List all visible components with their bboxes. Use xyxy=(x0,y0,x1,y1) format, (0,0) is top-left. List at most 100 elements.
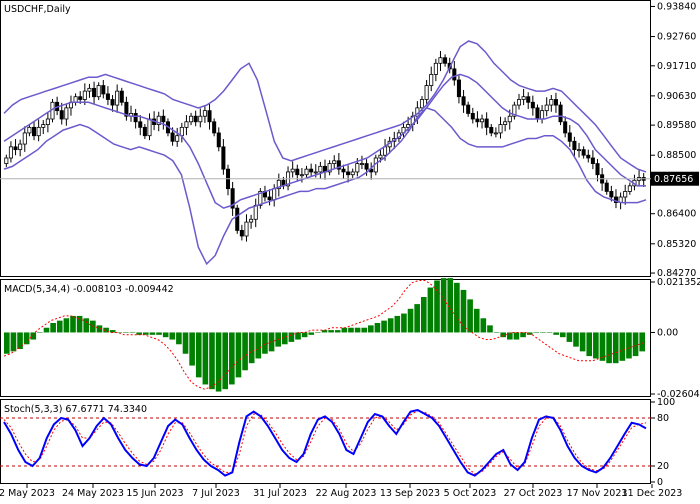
macd-bar xyxy=(242,332,248,371)
price-tick-label: 0.88500 xyxy=(657,150,696,161)
macd-bar xyxy=(17,332,23,350)
macd-bar xyxy=(23,332,30,345)
macd-bar xyxy=(37,332,43,333)
bear-candle xyxy=(586,154,591,159)
macd-bar xyxy=(586,332,593,357)
bull-candle xyxy=(244,221,249,237)
macd-bar xyxy=(394,315,401,333)
macd-bar xyxy=(374,323,381,333)
bear-candle xyxy=(346,171,351,176)
bull-candle xyxy=(433,62,438,75)
bull-candle xyxy=(115,90,120,106)
bollinger-lower-line xyxy=(3,107,647,266)
macd-bar xyxy=(301,332,308,338)
bull-candle xyxy=(36,126,41,137)
bull-candle xyxy=(41,124,46,128)
bear-candle xyxy=(526,96,531,103)
price-tick-label: 0.90630 xyxy=(657,91,696,102)
bull-candle xyxy=(22,132,27,145)
x-tick-label: 5 Oct 2023 xyxy=(444,488,497,499)
bull-candle xyxy=(253,204,258,220)
bear-candle xyxy=(530,101,535,109)
x-tick-label: 22 Aug 2023 xyxy=(316,488,377,499)
macd-bar xyxy=(440,278,447,333)
symbol-label: USDCHF,Daily xyxy=(4,4,71,15)
macd-bar xyxy=(156,332,162,335)
stoch-tick-label: 0 xyxy=(657,477,663,488)
stoch-tick-label: 80 xyxy=(657,413,669,424)
bear-candle xyxy=(105,93,110,100)
bull-candle xyxy=(45,118,50,125)
bull-candle xyxy=(503,121,508,125)
bear-candle xyxy=(475,118,480,123)
macd-layer xyxy=(3,278,647,392)
macd-bar xyxy=(361,327,368,333)
macd-bar xyxy=(215,332,222,392)
macd-bar xyxy=(149,332,156,335)
bull-candle xyxy=(202,110,207,117)
bear-candle xyxy=(119,90,124,103)
bear-candle xyxy=(466,104,471,114)
bear-candle xyxy=(110,99,115,106)
bear-candle xyxy=(221,146,226,170)
bear-candle xyxy=(235,207,240,231)
macd-bar xyxy=(487,325,493,333)
stoch-signal-line xyxy=(3,410,647,475)
macd-bar xyxy=(222,332,229,390)
bear-candle xyxy=(13,146,18,151)
price-layer xyxy=(0,40,651,266)
macd-bar xyxy=(387,318,394,333)
macd-bar xyxy=(308,332,315,335)
bear-candle xyxy=(212,121,217,134)
bear-candle xyxy=(336,160,341,170)
bull-candle xyxy=(4,157,9,164)
bull-candle xyxy=(507,115,512,123)
bear-candle xyxy=(443,57,448,64)
macd-bar xyxy=(414,304,420,333)
bear-candle xyxy=(193,115,198,123)
bull-candle xyxy=(290,168,295,173)
bull-candle xyxy=(18,143,23,151)
bull-candle xyxy=(156,115,161,125)
bull-candle xyxy=(189,115,194,123)
macd-bar xyxy=(334,330,341,333)
macd-bar xyxy=(50,323,56,333)
macd-bar xyxy=(507,332,513,340)
macd-bar xyxy=(288,332,295,342)
bull-candle xyxy=(378,154,383,159)
bear-candle xyxy=(101,85,106,95)
macd-bar xyxy=(520,332,526,338)
macd-bar xyxy=(195,332,202,378)
bear-candle xyxy=(590,157,595,164)
bull-candle xyxy=(438,57,443,64)
macd-bar xyxy=(500,332,507,338)
bear-candle xyxy=(92,87,97,98)
macd-bar xyxy=(434,280,440,333)
bear-candle xyxy=(161,115,166,123)
macd-bar xyxy=(295,332,301,340)
price-tick-label: 0.86400 xyxy=(657,209,696,220)
macd-bar xyxy=(467,299,473,333)
bear-candle xyxy=(461,96,466,106)
x-tick-label: 17 Nov 2023 xyxy=(567,488,628,499)
price-tick-label: 0.92760 xyxy=(657,32,696,43)
macd-bar xyxy=(109,330,116,333)
bear-candle xyxy=(142,126,147,137)
bull-candle xyxy=(406,124,411,128)
bull-candle xyxy=(175,135,180,142)
bull-candle xyxy=(498,124,503,134)
macd-tick-label: 0.021352 xyxy=(657,277,700,288)
bear-candle xyxy=(604,182,609,192)
macd-bar xyxy=(262,332,268,354)
bear-candle xyxy=(364,163,369,170)
macd-bar xyxy=(612,332,619,364)
stoch-tick-label: 100 xyxy=(657,397,675,408)
price-tick-label: 0.89580 xyxy=(657,120,696,131)
bull-candle xyxy=(355,163,360,173)
bear-candle xyxy=(558,104,563,123)
macd-label: MACD(5,34,4) -0.008103 -0.009442 xyxy=(4,284,174,295)
bear-candle xyxy=(581,149,586,156)
price-panel-frame xyxy=(0,0,651,277)
macd-bar xyxy=(546,332,553,333)
